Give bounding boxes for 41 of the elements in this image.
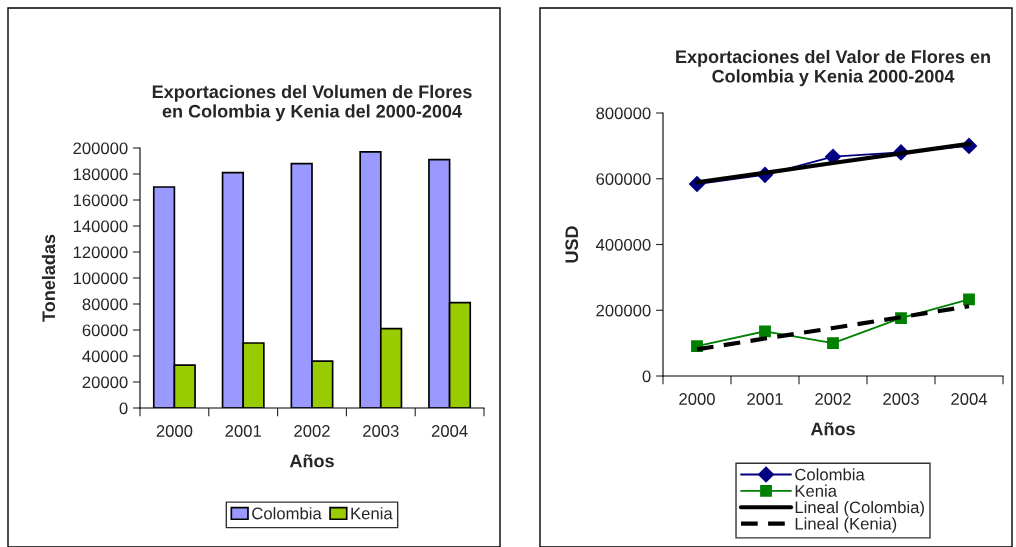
y-tick-label: 100000 <box>73 272 128 285</box>
x-tick-label: 2001 <box>225 425 261 437</box>
x-axis-title: Años <box>289 454 334 468</box>
x-tick-label: 2002 <box>815 393 851 405</box>
y-tick-label: 0 <box>119 402 128 415</box>
y-axis-title: USD <box>565 226 579 263</box>
x-tick-label: 2000 <box>156 425 193 437</box>
y-tick-label: 400000 <box>595 238 651 251</box>
y-tick-label: 160000 <box>73 194 128 207</box>
x-tick-label: 2004 <box>951 393 988 405</box>
chart-title: Exportaciones del Volumen de Flores en Colombia y Kenia del 2000-2004 <box>152 84 472 122</box>
legend-label: Colombia <box>252 507 322 520</box>
point <box>963 293 975 306</box>
x-tick-label: 2003 <box>883 393 919 405</box>
y-tick-label: 0 <box>642 370 651 383</box>
point <box>759 325 771 338</box>
legend-label: Kenia <box>351 507 393 520</box>
x-tick-label: 2003 <box>363 425 399 437</box>
legend-label: Lineal (Colombia) <box>795 500 924 517</box>
x-axis-title: Años <box>810 422 855 436</box>
legend-label: Colombia <box>795 468 865 481</box>
y-tick-label: 80000 <box>82 298 128 311</box>
y-tick-label: 600000 <box>596 173 651 185</box>
chart-title: Exportaciones del Valor de Flores en Colombia y Kenia 2000-2004 <box>676 49 990 87</box>
x-tick-label: 2004 <box>431 425 468 437</box>
y-tick-label: 120000 <box>73 246 128 259</box>
y-tick-label: 20000 <box>82 376 128 389</box>
y-axis-title: Toneladas <box>41 234 56 322</box>
y-tick-label: 60000 <box>82 324 128 337</box>
x-tick-label: 2002 <box>294 425 330 437</box>
y-tick-label: 200000 <box>596 304 651 317</box>
y-tick-label: 180000 <box>73 168 128 181</box>
legend-label: Kenia <box>795 484 837 497</box>
x-tick-label: 2000 <box>679 393 715 405</box>
y-tick-label: 800000 <box>596 107 651 120</box>
x-tick-label: 2001 <box>747 393 783 405</box>
legend-label: Lineal (Kenia) <box>795 517 897 533</box>
y-tick-label: 200000 <box>73 142 128 155</box>
point <box>827 337 839 350</box>
y-tick-label: 40000 <box>82 350 128 363</box>
y-tick-label: 140000 <box>73 220 128 233</box>
